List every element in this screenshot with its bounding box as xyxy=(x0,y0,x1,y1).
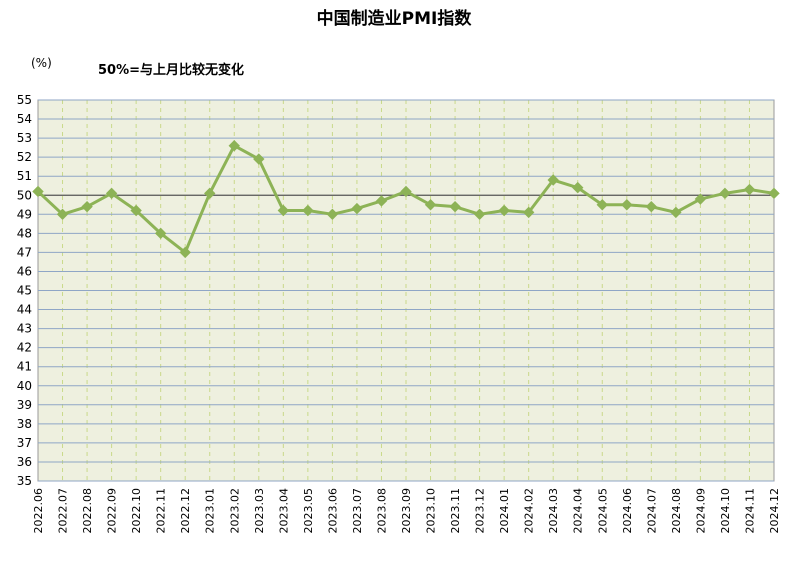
y-tick-label: 39 xyxy=(17,398,32,412)
x-tick-label: 2024.04 xyxy=(572,488,585,534)
data-point xyxy=(253,153,265,165)
horizontal-gridlines xyxy=(38,99,774,482)
x-tick-label: 2022.12 xyxy=(179,488,192,534)
x-tick-label: 2023.11 xyxy=(449,488,462,534)
data-point xyxy=(621,199,633,211)
data-point xyxy=(547,174,559,186)
y-tick-label: 54 xyxy=(17,112,32,126)
data-point xyxy=(302,204,314,217)
y-axis-tick-labels: 35 36 37 38 39 40 41 42 43 44 45 46 47 48 49 50 51 52 53 54… xyxy=(17,93,32,488)
data-point xyxy=(670,206,682,219)
data-point xyxy=(228,140,240,152)
x-tick-label: 2024.05 xyxy=(596,488,609,534)
data-point xyxy=(768,187,780,200)
data-point xyxy=(179,246,191,259)
data-point xyxy=(473,208,486,221)
y-tick-label: 37 xyxy=(17,436,32,450)
x-tick-label: 2024.12 xyxy=(768,488,781,534)
data-point xyxy=(56,208,69,221)
y-tick-label: 50 xyxy=(17,188,32,202)
data-points xyxy=(32,140,780,259)
y-tick-label: 44 xyxy=(17,303,32,317)
data-point xyxy=(105,187,118,200)
y-tick-label: 40 xyxy=(17,379,32,393)
data-point xyxy=(326,208,339,221)
data-point xyxy=(645,200,658,213)
data-point xyxy=(424,199,437,211)
x-axis-tick-labels: 2022.06 2022.07 2022.08 2022.09 2022.10 2022.… xyxy=(32,488,781,534)
data-point xyxy=(596,199,608,211)
y-tick-label: 38 xyxy=(17,417,32,431)
x-tick-label: 2024.02 xyxy=(523,488,536,534)
x-tick-label: 2024.07 xyxy=(645,488,658,534)
data-point xyxy=(694,193,707,205)
x-tick-label: 2023.01 xyxy=(204,488,217,534)
x-tick-label: 2023.06 xyxy=(326,488,339,534)
x-tick-label: 2023.12 xyxy=(474,488,487,534)
y-tick-label: 36 xyxy=(17,455,32,469)
x-tick-label: 2023.05 xyxy=(302,488,315,534)
y-tick-label: 35 xyxy=(17,474,32,488)
x-tick-label: 2023.09 xyxy=(400,488,413,534)
x-tick-label: 2024.09 xyxy=(694,488,707,534)
x-tick-label: 2023.03 xyxy=(253,488,266,534)
y-tick-label: 46 xyxy=(17,264,32,278)
y-tick-label: 55 xyxy=(17,93,32,107)
x-tick-label: 2023.02 xyxy=(228,488,241,534)
x-tick-label: 2023.10 xyxy=(425,488,438,534)
x-tick-label: 2024.03 xyxy=(547,488,560,534)
y-tick-label: 52 xyxy=(17,150,32,164)
x-tick-label: 2024.11 xyxy=(743,488,756,534)
data-point xyxy=(449,200,461,213)
data-point xyxy=(32,185,44,198)
unit-label: (%) xyxy=(31,56,52,70)
data-point xyxy=(277,204,290,217)
data-point xyxy=(719,187,731,200)
data-point xyxy=(522,206,535,219)
x-tick-label: 2022.10 xyxy=(130,488,143,534)
data-point xyxy=(743,183,756,196)
y-tick-label: 51 xyxy=(17,169,32,183)
data-point xyxy=(498,204,510,217)
reference-note: 50%=与上月比较无变化 xyxy=(98,63,245,78)
y-tick-label: 49 xyxy=(17,207,32,221)
data-point xyxy=(400,185,412,198)
data-point xyxy=(351,202,363,215)
y-tick-label: 48 xyxy=(17,226,32,240)
data-point xyxy=(204,187,216,200)
x-tick-label: 2023.07 xyxy=(351,488,364,534)
data-point xyxy=(81,200,93,213)
y-tick-label: 41 xyxy=(17,360,32,374)
x-tick-label: 2023.08 xyxy=(375,488,388,534)
x-tick-label: 2024.08 xyxy=(670,488,683,534)
chart-title: 中国制造业PMI指数 xyxy=(316,9,472,29)
x-tick-label: 2022.11 xyxy=(155,488,168,534)
x-tick-label: 2024.06 xyxy=(621,488,634,534)
data-point xyxy=(375,195,388,207)
x-tick-label: 2024.01 xyxy=(498,488,511,534)
data-point xyxy=(572,181,584,194)
x-tick-label: 2023.04 xyxy=(277,488,290,534)
data-point xyxy=(130,204,142,217)
x-tick-label: 2022.09 xyxy=(106,488,119,534)
data-point xyxy=(154,227,167,240)
y-tick-label: 53 xyxy=(17,131,32,145)
x-tick-label: 2022.08 xyxy=(81,488,94,534)
y-tick-label: 42 xyxy=(17,341,32,355)
y-tick-label: 45 xyxy=(17,284,32,298)
y-tick-label: 43 xyxy=(17,322,32,336)
x-tick-label: 2024.10 xyxy=(719,488,732,534)
y-tick-label: 47 xyxy=(17,245,32,259)
x-tick-label: 2022.07 xyxy=(57,488,70,534)
x-tick-label: 2022.06 xyxy=(32,488,45,534)
